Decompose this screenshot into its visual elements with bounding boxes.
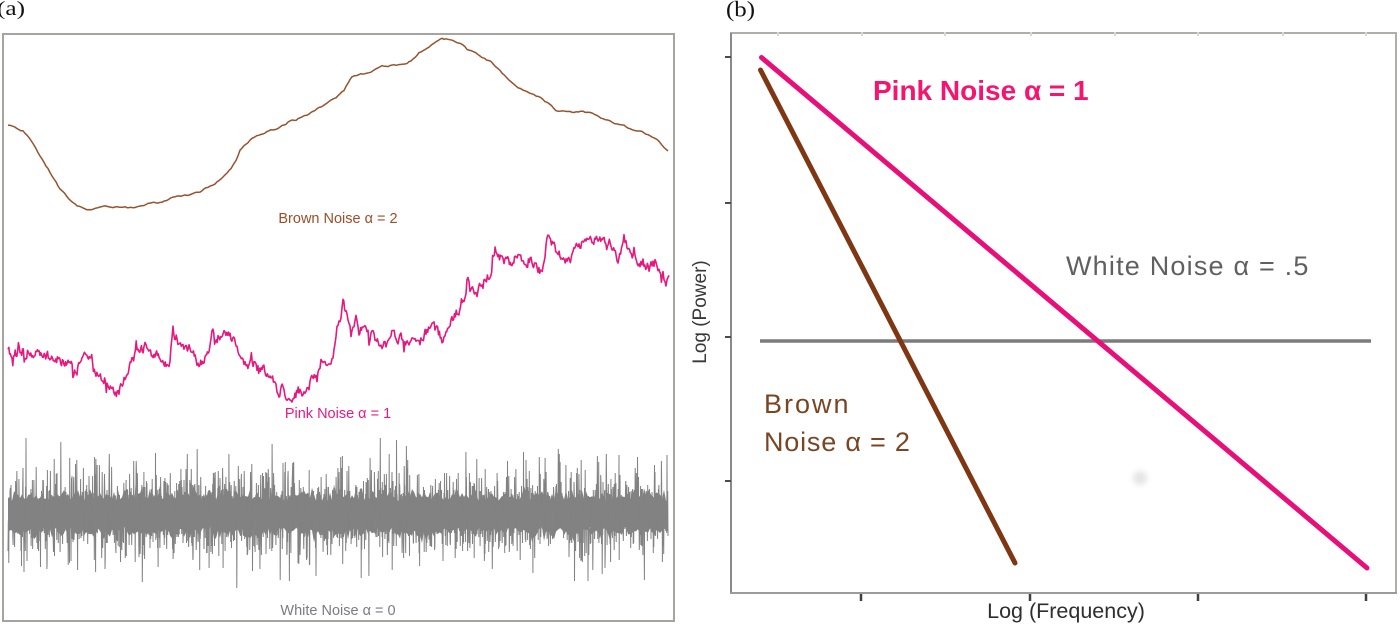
svg-text:(a): (a) [0, 0, 25, 20]
svg-text:Brown: Brown [764, 389, 851, 419]
svg-text:Log (Power): Log (Power) [690, 260, 711, 364]
svg-text:(b): (b) [726, 0, 755, 22]
svg-text:Pink Noise α = 1: Pink Noise α = 1 [285, 406, 391, 422]
svg-text:Pink Noise α = 1: Pink Noise α = 1 [873, 75, 1089, 106]
svg-text:White Noise α = 0: White Noise α = 0 [280, 603, 395, 619]
svg-text:Brown Noise α = 2: Brown Noise α = 2 [278, 211, 397, 227]
svg-text:Noise α = 2: Noise α = 2 [764, 427, 911, 457]
svg-text:White Noise α = .5: White Noise α = .5 [1066, 251, 1310, 281]
svg-text:Log (Frequency): Log (Frequency) [987, 599, 1145, 623]
